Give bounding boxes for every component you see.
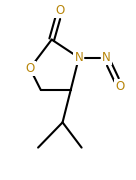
Text: O: O <box>115 80 124 93</box>
Text: N: N <box>75 51 83 64</box>
Text: N: N <box>102 51 110 64</box>
Text: O: O <box>25 62 35 75</box>
Text: O: O <box>55 4 64 17</box>
